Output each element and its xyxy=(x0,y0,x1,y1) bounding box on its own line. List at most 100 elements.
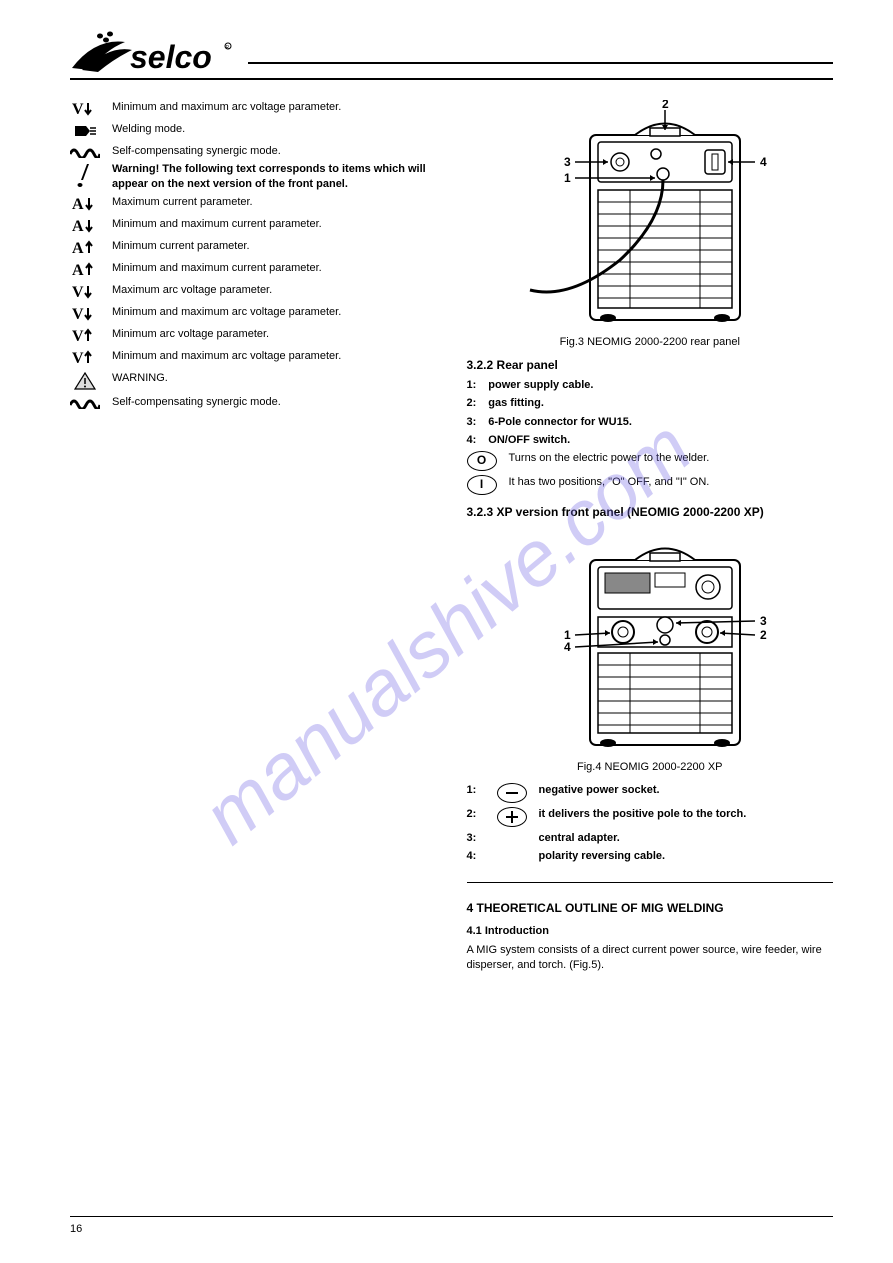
svg-text:1: 1 xyxy=(564,171,571,185)
list-item: 3: central adapter. xyxy=(467,831,834,845)
spec-text: Minimum and maximum current parameter. xyxy=(112,261,437,275)
svg-text:4: 4 xyxy=(760,155,767,169)
svg-text:4: 4 xyxy=(564,640,571,654)
svg-text:selco: selco xyxy=(130,39,212,75)
item-text: central adapter. xyxy=(539,831,834,845)
spec-text: Minimum and maximum arc voltage paramete… xyxy=(112,305,437,319)
spec-row: WARNING. xyxy=(70,371,437,391)
v-up-icon: V xyxy=(72,327,98,345)
list-item: 3: 6-Pole connector for WU15. xyxy=(467,415,834,429)
subsection-title: 4.1 Introduction xyxy=(467,925,834,937)
spec-row: Self-compensating synergic mode. xyxy=(70,395,437,409)
spec-row: A Minimum current parameter. xyxy=(70,239,437,257)
v-down-icon: V xyxy=(72,100,98,118)
item-number: 1: xyxy=(467,378,477,392)
a-down-icon: A xyxy=(72,195,98,213)
warning-triangle-icon xyxy=(73,371,97,391)
front-panel-diagram: 3 2 1 4 xyxy=(480,525,820,755)
rear-panel-diagram: 2 3 1 4 xyxy=(480,100,820,330)
divider xyxy=(467,882,834,883)
svg-text:A: A xyxy=(72,240,84,257)
item-number: 3: xyxy=(467,831,485,845)
item-text: gas fitting. xyxy=(488,396,833,410)
item-number: 1: xyxy=(467,783,485,797)
figure-caption: Fig.3 NEOMIG 2000-2200 rear panel xyxy=(467,336,834,348)
figure-rear-panel: 2 3 1 4 xyxy=(467,100,834,330)
item-text: power supply cable. xyxy=(488,378,833,392)
wave-icon xyxy=(70,395,100,409)
page-number: 16 xyxy=(70,1223,82,1235)
svg-text:A: A xyxy=(72,218,84,235)
paragraph: A MIG system consists of a direct curren… xyxy=(467,943,834,973)
item-number: 2: xyxy=(467,807,485,821)
list-item: 2: it delivers the positive pole to the … xyxy=(467,807,834,827)
section-title: 3.2.2 Rear panel xyxy=(467,358,834,372)
item-number: 4: xyxy=(467,433,477,447)
spec-text: Minimum arc voltage parameter. xyxy=(112,327,437,341)
v-down-icon: V xyxy=(72,283,98,301)
item-number: 4: xyxy=(467,849,485,863)
svg-text:V: V xyxy=(72,350,84,367)
spec-row: V Maximum arc voltage parameter. xyxy=(70,283,437,301)
brand-logo: selco R xyxy=(70,30,240,78)
svg-text:V: V xyxy=(72,284,84,301)
list-item: 4: polarity reversing cable. xyxy=(467,849,834,863)
figure-front-panel: 3 2 1 4 xyxy=(467,525,834,755)
switch-on-text: It has two positions, "O" OFF, and "I" O… xyxy=(509,475,834,489)
spec-text: Maximum arc voltage parameter. xyxy=(112,283,437,297)
spec-row: Warning! The following text corresponds … xyxy=(70,162,437,191)
spec-text: Minimum current parameter. xyxy=(112,239,437,253)
list-item: 4: ON/OFF switch. xyxy=(467,433,834,447)
switch-off-icon: O xyxy=(467,451,497,471)
exclaim-icon xyxy=(75,162,95,188)
spec-text: Self-compensating synergic mode. xyxy=(112,395,437,409)
spec-row: V Minimum and maximum arc voltage parame… xyxy=(70,349,437,367)
switch-on-icon: I xyxy=(467,475,497,495)
spec-row: Self-compensating synergic mode. xyxy=(70,144,437,158)
svg-text:3: 3 xyxy=(760,614,767,628)
spec-text: Welding mode. xyxy=(112,122,437,136)
list-item: 1: negative power socket. xyxy=(467,783,834,803)
v-down-icon: V xyxy=(72,305,98,323)
minus-icon xyxy=(497,783,527,803)
item-text: ON/OFF switch. xyxy=(488,433,833,447)
switch-desc: I It has two positions, "O" OFF, and "I"… xyxy=(467,475,834,495)
columns: V Minimum and maximum arc voltage parame… xyxy=(70,100,833,980)
list-item: 2: gas fitting. xyxy=(467,396,834,410)
spec-row: V Minimum and maximum arc voltage parame… xyxy=(70,100,437,118)
spec-text: Minimum and maximum arc voltage paramete… xyxy=(112,349,437,363)
plus-icon xyxy=(497,807,527,827)
a-up-icon: A xyxy=(72,239,98,257)
spec-text: Minimum and maximum arc voltage paramete… xyxy=(112,100,437,114)
footer: 16 xyxy=(70,1216,833,1235)
spec-row: A Maximum current parameter. xyxy=(70,195,437,213)
a-up-icon: A xyxy=(72,261,98,279)
spec-row: A Minimum and maximum current parameter. xyxy=(70,217,437,235)
spec-row: A Minimum and maximum current parameter. xyxy=(70,261,437,279)
spec-text: Warning! The following text corresponds … xyxy=(112,162,437,191)
page: manualshive.com selco R V Minimum and ma… xyxy=(0,0,893,1263)
svg-text:2: 2 xyxy=(662,100,669,111)
spec-text: Self-compensating synergic mode. xyxy=(112,144,437,158)
spec-text: Minimum and maximum current parameter. xyxy=(112,217,437,231)
spec-text: Maximum current parameter. xyxy=(112,195,437,209)
spec-row: Welding mode. xyxy=(70,122,437,140)
item-number: 3: xyxy=(467,415,477,429)
svg-text:A: A xyxy=(72,262,84,279)
item-text: polarity reversing cable. xyxy=(539,849,834,863)
item-text: it delivers the positive pole to the tor… xyxy=(539,807,834,821)
spec-row: V Minimum and maximum arc voltage parame… xyxy=(70,305,437,323)
a-down-icon: A xyxy=(72,217,98,235)
svg-text:3: 3 xyxy=(564,155,571,169)
spec-text: WARNING. xyxy=(112,371,437,385)
figure-caption: Fig.4 NEOMIG 2000-2200 XP xyxy=(467,761,834,773)
item-text: negative power socket. xyxy=(539,783,834,797)
right-column: 2 3 1 4 Fig.3 NEOMIG 2000-2200 rear pane… xyxy=(467,100,834,980)
svg-text:2: 2 xyxy=(760,628,767,642)
svg-text:V: V xyxy=(72,306,84,323)
v-up-icon: V xyxy=(72,349,98,367)
header: selco R xyxy=(70,30,833,80)
svg-text:A: A xyxy=(72,196,84,213)
spec-row: V Minimum arc voltage parameter. xyxy=(70,327,437,345)
item-number: 2: xyxy=(467,396,477,410)
